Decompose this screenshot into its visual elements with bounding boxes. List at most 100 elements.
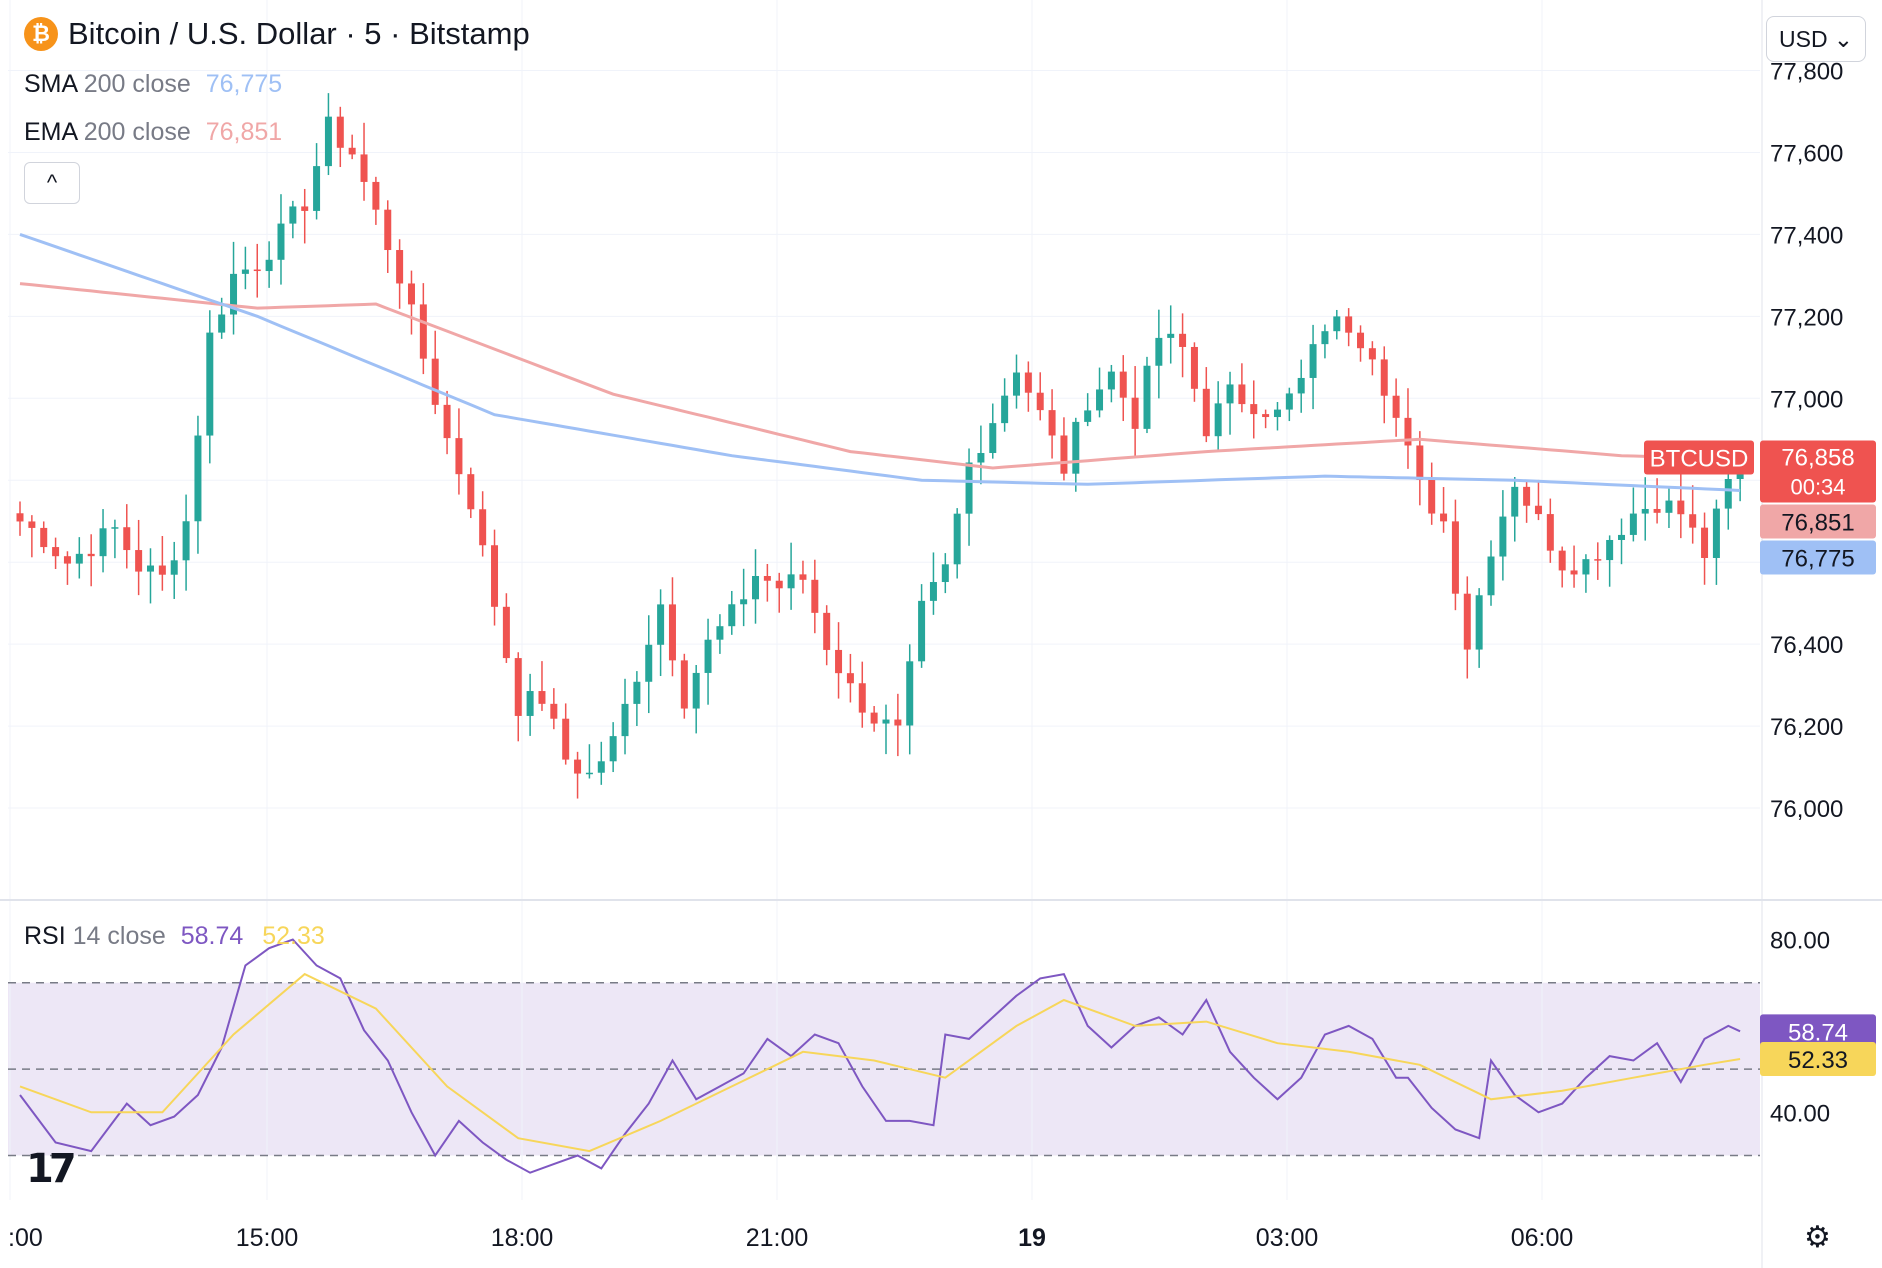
last-price-value: 76,858 <box>1781 444 1854 471</box>
candle-body <box>1665 500 1673 513</box>
candle-body <box>1440 513 1448 522</box>
rsi-ma-value: 52.33 <box>262 922 325 950</box>
candle-body <box>313 166 321 211</box>
candle-body <box>1451 521 1459 594</box>
candle-body <box>396 250 404 284</box>
candle-body <box>1143 365 1151 429</box>
candle-body <box>158 565 166 575</box>
candle-body <box>170 560 178 575</box>
rsi-badge-bg <box>1760 1014 1876 1049</box>
candle-body <box>1523 486 1531 506</box>
candle-body <box>1570 570 1578 575</box>
candle-body <box>728 604 736 627</box>
candle-body <box>277 223 285 260</box>
ema-badge: 76,851 <box>1781 509 1854 536</box>
candle-body <box>324 116 332 167</box>
time-tick-label: 03:00 <box>1256 1224 1319 1252</box>
candle-body <box>253 269 261 272</box>
candle-body <box>562 718 570 760</box>
candle-body <box>1262 414 1270 418</box>
candle-body <box>1416 445 1424 481</box>
candle-body <box>1179 333 1187 347</box>
candle-body <box>63 556 71 564</box>
candle-body <box>894 719 902 726</box>
rsi-legend[interactable]: RSI 14 close 58.74 52.33 <box>24 922 325 951</box>
price-tick-label: 77,600 <box>1770 140 1843 167</box>
candle-body <box>1475 595 1483 650</box>
candle-body <box>1024 372 1032 393</box>
candle-body <box>360 154 368 182</box>
candle-body <box>206 332 214 436</box>
settings-gear-icon[interactable]: ⚙ <box>1804 1221 1831 1254</box>
candle-body <box>1629 513 1637 535</box>
candle-body <box>40 527 48 548</box>
ema-value: 76,851 <box>205 118 283 146</box>
candle-body <box>965 462 973 514</box>
rsi-ma-badge-bg <box>1760 1042 1876 1077</box>
chart-header: ₿ Bitcoin / U.S. Dollar · 5 · Bitstamp <box>24 16 530 52</box>
candle-body <box>1226 384 1234 404</box>
candle-body <box>1606 539 1614 561</box>
candle-body <box>1202 388 1210 437</box>
candle-body <box>858 683 866 713</box>
candle-body <box>1012 372 1020 396</box>
candle-body <box>597 761 605 773</box>
tradingview-logo[interactable]: 17 <box>26 1146 77 1192</box>
sma-badge-bg <box>1760 540 1876 575</box>
candle-body <box>1250 404 1258 415</box>
candle-body <box>1701 527 1709 558</box>
candle-body <box>1368 348 1376 360</box>
candle-body <box>443 404 451 439</box>
candle-body <box>1724 479 1732 509</box>
candle-body <box>704 639 712 673</box>
candle-body <box>146 565 154 572</box>
candle-body <box>111 527 119 529</box>
candle-body <box>194 435 202 522</box>
candle-body <box>538 691 546 704</box>
candle-body <box>407 283 415 305</box>
candle-body <box>491 545 499 607</box>
time-tick-label: 19 <box>1018 1224 1046 1252</box>
candle-body <box>668 604 676 661</box>
candle-body <box>775 580 783 589</box>
currency-selector[interactable]: USD ⌄ <box>1766 16 1866 62</box>
candle-body <box>87 553 95 557</box>
candle-body <box>799 574 807 580</box>
candle-body <box>455 438 463 475</box>
price-tick-label: 77,800 <box>1770 58 1843 85</box>
candle-body <box>763 576 771 581</box>
candle-body <box>953 513 961 565</box>
candle-body <box>1131 397 1139 429</box>
candle-body <box>526 691 534 716</box>
candle-body <box>787 574 795 589</box>
candle-body <box>1689 514 1697 528</box>
candle-body <box>1428 480 1436 514</box>
ema-legend[interactable]: EMA 200 close 76,851 <box>24 118 282 147</box>
ema-params: 200 close <box>83 118 191 146</box>
symbol-title[interactable]: Bitcoin / U.S. Dollar · 5 · Bitstamp <box>68 16 530 51</box>
candle-body <box>1309 344 1317 378</box>
sma-legend[interactable]: SMA 200 close 76,775 <box>24 70 282 99</box>
ema-label: EMA <box>24 118 77 146</box>
ema-badge-bg <box>1760 504 1876 539</box>
candle-body <box>929 582 937 601</box>
candle-body <box>1297 377 1305 394</box>
price-tick-label: 76,400 <box>1770 632 1843 659</box>
rsi-tick-label: 80.00 <box>1770 928 1830 955</box>
price-tick-label: 76,200 <box>1770 714 1843 741</box>
collapse-legend-button[interactable]: ^ <box>24 162 80 204</box>
sma-params: 200 close <box>83 70 191 98</box>
candle-body <box>1333 316 1341 332</box>
candle-body <box>135 550 143 572</box>
candle-body <box>218 314 226 333</box>
candle-body <box>1357 332 1365 349</box>
candle-body <box>1072 421 1080 474</box>
candle-body <box>52 547 60 557</box>
candle-body <box>633 681 641 704</box>
price-tick-label: 76,000 <box>1770 796 1843 823</box>
rsi-params: 14 close <box>72 922 166 950</box>
chevron-down-icon: ⌄ <box>1833 25 1853 52</box>
price-tick-label: 77,200 <box>1770 304 1843 331</box>
